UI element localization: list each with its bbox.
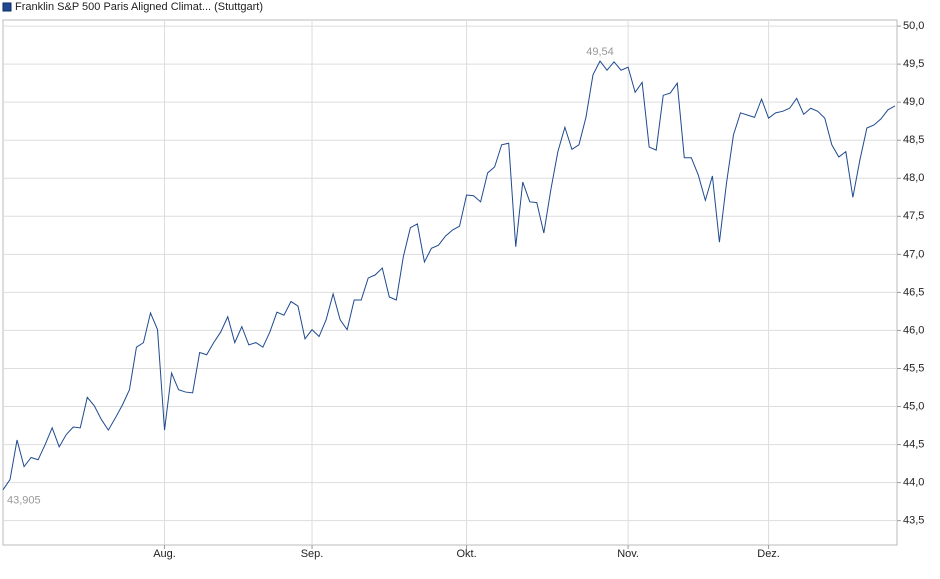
legend-label: Franklin S&P 500 Paris Aligned Climat...… [15,1,263,13]
y-tick-label: 49,0 [903,96,924,108]
y-tick-label: 48,0 [903,172,924,184]
y-tick-label: 46,0 [903,324,924,336]
y-tick-label: 47,0 [903,248,924,260]
x-tick-label: Nov. [617,548,639,560]
x-tick-label: Okt. [456,548,476,560]
plot-area [2,19,898,546]
y-tick-label: 45,5 [903,362,924,374]
y-tick-label: 46,5 [903,286,924,298]
y-tick-label: 44,0 [903,477,924,489]
y-tick-label: 45,0 [903,400,924,412]
x-tick-label: Sep. [301,548,324,560]
legend-swatch [2,2,12,12]
y-tick-label: 47,5 [903,210,924,222]
y-tick-label: 43,5 [903,515,924,527]
y-tick-label: 44,5 [903,438,924,450]
y-tick-label: 48,5 [903,134,924,146]
price-line [2,60,896,491]
value-label: 43,905 [7,495,41,507]
y-tick-label: 49,5 [903,58,924,70]
x-tick-label: Dez. [757,548,780,560]
x-tick-label: Aug. [153,548,176,560]
y-tick-label: 50,0 [903,20,924,32]
value-label: 49,54 [586,46,614,58]
